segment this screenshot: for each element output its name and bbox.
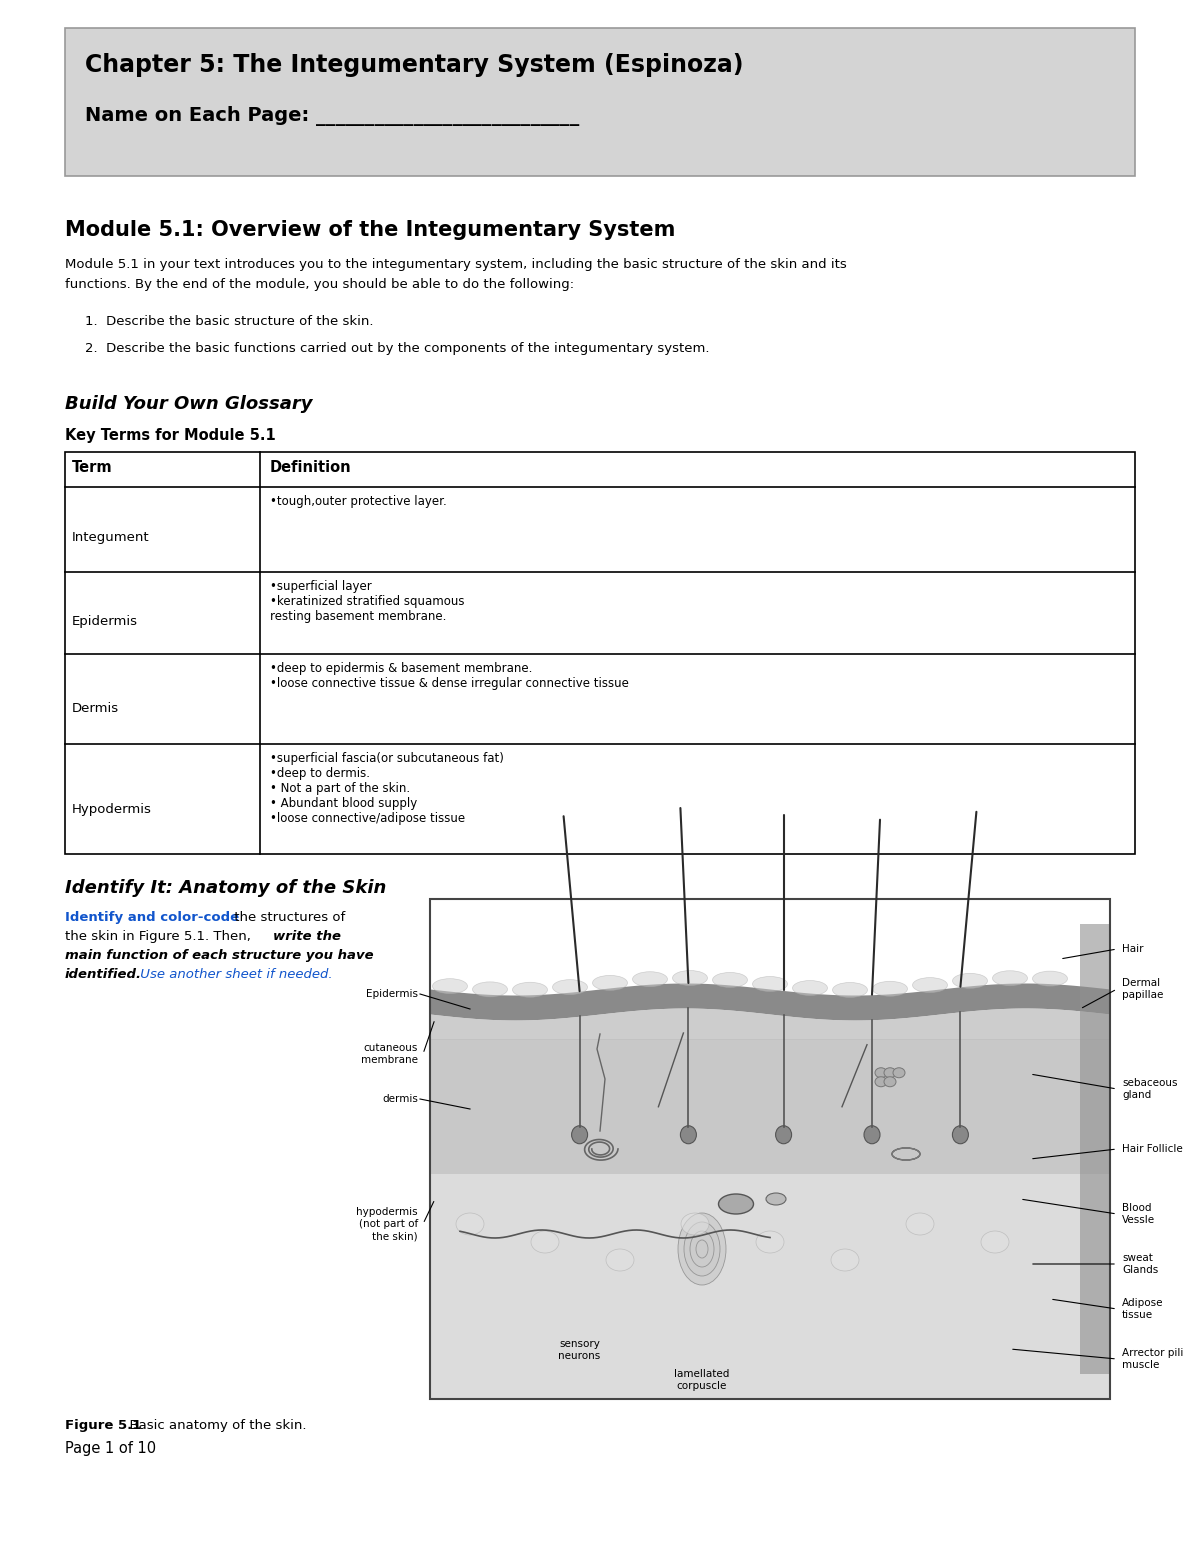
Ellipse shape [884, 1076, 896, 1087]
Text: Hair Follicle: Hair Follicle [1122, 1145, 1183, 1154]
Text: Dermal
papillae: Dermal papillae [1122, 978, 1163, 1000]
Ellipse shape [632, 972, 667, 986]
Text: main function of each structure you have: main function of each structure you have [65, 949, 373, 961]
Text: Blood
Vessle: Blood Vessle [1122, 1204, 1156, 1225]
Ellipse shape [830, 1249, 859, 1270]
Text: Module 5.1 in your text introduces you to the integumentary system, including th: Module 5.1 in your text introduces you t… [65, 258, 847, 272]
Text: Page 1 of 10: Page 1 of 10 [65, 1441, 156, 1457]
Text: Key Terms for Module 5.1: Key Terms for Module 5.1 [65, 429, 276, 443]
Ellipse shape [690, 1232, 714, 1267]
Ellipse shape [833, 983, 868, 997]
Ellipse shape [893, 1068, 905, 1078]
Text: Chapter 5: The Integumentary System (Espinoza): Chapter 5: The Integumentary System (Esp… [85, 53, 744, 78]
Text: Use another sheet if needed.: Use another sheet if needed. [136, 968, 332, 981]
Ellipse shape [719, 1194, 754, 1214]
Ellipse shape [682, 1213, 709, 1235]
Ellipse shape [672, 971, 708, 986]
Bar [430, 899, 1110, 1399]
Text: Hypodermis: Hypodermis [72, 803, 152, 817]
Text: the skin in Figure 5.1. Then,: the skin in Figure 5.1. Then, [65, 930, 256, 943]
Ellipse shape [678, 1213, 726, 1284]
Text: write the: write the [274, 930, 341, 943]
Text: dermis: dermis [382, 1093, 418, 1104]
Text: sweat
Glands: sweat Glands [1122, 1253, 1158, 1275]
Ellipse shape [875, 1076, 887, 1087]
Ellipse shape [606, 1249, 634, 1270]
Ellipse shape [432, 978, 468, 994]
Text: Identify It: Anatomy of the Skin: Identify It: Anatomy of the Skin [65, 879, 386, 898]
Text: sebaceous
gland: sebaceous gland [1122, 1078, 1177, 1100]
Text: Epidermis: Epidermis [366, 989, 418, 999]
Ellipse shape [906, 1213, 934, 1235]
Text: Module 5.1: Overview of the Integumentary System: Module 5.1: Overview of the Integumentar… [65, 221, 676, 241]
Text: Dermis: Dermis [72, 702, 119, 714]
Ellipse shape [992, 971, 1027, 986]
Text: Basic anatomy of the skin.: Basic anatomy of the skin. [121, 1419, 306, 1432]
Text: lamellated
corpuscle: lamellated corpuscle [674, 1370, 730, 1390]
Ellipse shape [884, 1068, 896, 1078]
Ellipse shape [696, 1239, 708, 1258]
Bar [65, 452, 1135, 854]
Ellipse shape [593, 975, 628, 991]
Bar [430, 1039, 1110, 1174]
Text: Integument: Integument [72, 531, 150, 545]
Bar [430, 1174, 1110, 1399]
Ellipse shape [912, 977, 948, 992]
Ellipse shape [875, 1068, 887, 1078]
Text: Adipose
tissue: Adipose tissue [1122, 1298, 1164, 1320]
Ellipse shape [512, 981, 547, 997]
Ellipse shape [571, 1126, 588, 1143]
Text: Definition: Definition [270, 460, 352, 475]
Text: Hair: Hair [1122, 944, 1144, 954]
Ellipse shape [766, 1193, 786, 1205]
Ellipse shape [953, 1126, 968, 1143]
Ellipse shape [473, 981, 508, 997]
Text: Build Your Own Glossary: Build Your Own Glossary [65, 394, 312, 413]
Ellipse shape [872, 981, 907, 997]
Ellipse shape [684, 1222, 720, 1277]
Bar [65, 28, 1135, 175]
Ellipse shape [1032, 971, 1068, 986]
Text: Epidermis: Epidermis [72, 615, 138, 627]
Ellipse shape [756, 1232, 784, 1253]
Bar [1080, 924, 1110, 1374]
Text: the structures of: the structures of [230, 912, 346, 924]
Text: Identify and color-code: Identify and color-code [65, 912, 239, 924]
Ellipse shape [982, 1232, 1009, 1253]
Ellipse shape [530, 1232, 559, 1253]
Ellipse shape [752, 977, 787, 991]
Text: functions. By the end of the module, you should be able to do the following:: functions. By the end of the module, you… [65, 278, 574, 290]
Text: hypodermis
(not part of
the skin): hypodermis (not part of the skin) [356, 1207, 418, 1241]
Text: Figure 5.1: Figure 5.1 [65, 1419, 142, 1432]
Text: •tough,outer protective layer.: •tough,outer protective layer. [270, 495, 446, 508]
Text: Arrector pili
muscle: Arrector pili muscle [1122, 1348, 1183, 1370]
Text: •superficial layer
•keratinized stratified squamous
resting basement membrane.: •superficial layer •keratinized stratifi… [270, 579, 464, 623]
Ellipse shape [680, 1126, 696, 1143]
Text: 2.  Describe the basic functions carried out by the components of the integument: 2. Describe the basic functions carried … [85, 342, 709, 356]
Text: •deep to epidermis & basement membrane.
•loose connective tissue & dense irregul: •deep to epidermis & basement membrane. … [270, 662, 629, 690]
Ellipse shape [552, 980, 588, 994]
Text: 1.  Describe the basic structure of the skin.: 1. Describe the basic structure of the s… [85, 315, 373, 328]
Text: Term: Term [72, 460, 113, 475]
Text: sensory
neurons: sensory neurons [558, 1339, 601, 1360]
Ellipse shape [864, 1126, 880, 1143]
Text: Name on Each Page: ___________________________: Name on Each Page: _____________________… [85, 106, 580, 126]
Ellipse shape [775, 1126, 792, 1143]
Ellipse shape [792, 980, 828, 995]
Ellipse shape [953, 974, 988, 988]
Text: •superficial fascia(or subcutaneous fat)
•deep to dermis.
• Not a part of the sk: •superficial fascia(or subcutaneous fat)… [270, 752, 504, 825]
Ellipse shape [456, 1213, 484, 1235]
Ellipse shape [713, 972, 748, 988]
Text: cutaneous
membrane: cutaneous membrane [361, 1042, 418, 1065]
Text: identified.: identified. [65, 968, 142, 981]
